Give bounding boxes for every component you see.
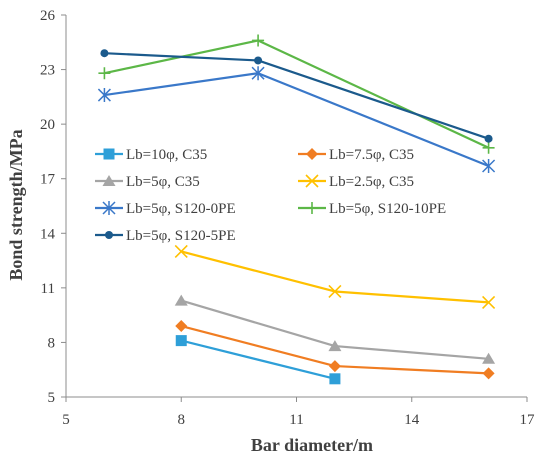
series-4 — [174, 244, 496, 309]
data-point — [328, 360, 341, 373]
legend-item: Lb=2.5φ, C35 — [298, 174, 414, 190]
data-point — [254, 56, 263, 65]
legend-marker — [305, 174, 319, 188]
data-point — [252, 34, 265, 47]
legend-item: Lb=5φ, C35 — [95, 174, 200, 190]
legend-item: Lb=5φ, S120-5PE — [95, 228, 236, 244]
series-1 — [175, 335, 341, 385]
data-point — [98, 67, 111, 80]
data-point — [174, 244, 188, 259]
legend-label: Lb=5φ, S120-5PE — [126, 228, 236, 244]
series-group — [97, 34, 496, 385]
legend-label: Lb=5φ, C35 — [126, 174, 200, 190]
legend-marker — [103, 148, 115, 160]
series-3 — [174, 294, 496, 364]
y-tick-label: 23 — [40, 63, 55, 79]
data-point — [329, 373, 341, 385]
y-tick-label: 17 — [40, 172, 56, 188]
series-5 — [97, 66, 496, 173]
y-tick-label: 8 — [48, 335, 56, 351]
data-point — [482, 367, 495, 380]
data-point — [100, 49, 109, 58]
legend-marker — [306, 202, 318, 214]
legend-marker — [105, 231, 113, 239]
y-tick-label: 20 — [40, 117, 55, 133]
legend-item: Lb=5φ, S120-0PE — [95, 201, 236, 217]
legend-item: Lb=7.5φ, C35 — [298, 147, 414, 163]
data-point — [482, 295, 496, 309]
data-point — [484, 134, 493, 143]
series-line — [180, 339, 336, 380]
x-axis-title: Bar diameter/m — [251, 435, 373, 455]
x-tick-label: 5 — [62, 412, 70, 428]
data-point — [482, 141, 495, 154]
data-point — [482, 158, 496, 173]
series-line — [180, 250, 489, 304]
legend-item: Lb=10φ, C35 — [95, 147, 207, 163]
x-tick-label: 14 — [404, 412, 420, 428]
y-tick-label: 26 — [40, 8, 56, 24]
data-point — [328, 340, 342, 352]
series-line — [104, 52, 489, 140]
legend-label: Lb=5φ, S120-10PE — [329, 201, 446, 217]
x-tick-label: 11 — [289, 412, 303, 428]
legend-label: Lb=7.5φ, C35 — [329, 147, 414, 163]
tick-labels: 5 8 11 14 17 5 8 11 14 17 20 23 26 — [40, 8, 535, 428]
series-7 — [100, 49, 493, 143]
data-point — [97, 88, 111, 103]
series-2 — [175, 320, 495, 380]
data-point — [174, 294, 188, 306]
y-tick-label: 14 — [40, 226, 56, 242]
data-point — [175, 320, 188, 333]
legend-marker — [306, 148, 318, 160]
data-point — [328, 284, 342, 299]
legend-item: Lb=5φ, S120-10PE — [298, 201, 446, 217]
legend-label: Lb=10φ, C35 — [126, 147, 207, 163]
y-axis-title: Bond strength/MPa — [6, 129, 26, 280]
x-tick-label: 17 — [520, 412, 536, 428]
y-tick-label: 11 — [41, 281, 55, 297]
y-tick-label: 5 — [48, 390, 56, 406]
legend-marker — [102, 175, 116, 186]
data-point — [482, 352, 496, 364]
legend-label: Lb=2.5φ, C35 — [329, 174, 414, 190]
legend: Lb=10φ, C35 Lb=7.5φ, C35 Lb=5φ, C35 Lb=2.5φ… — [95, 147, 446, 244]
legend-marker — [102, 201, 116, 215]
data-point — [251, 66, 265, 81]
series-6 — [98, 34, 495, 154]
legend-label: Lb=5φ, S120-0PE — [126, 201, 236, 217]
data-point — [175, 335, 187, 347]
x-tick-label: 8 — [178, 412, 186, 428]
